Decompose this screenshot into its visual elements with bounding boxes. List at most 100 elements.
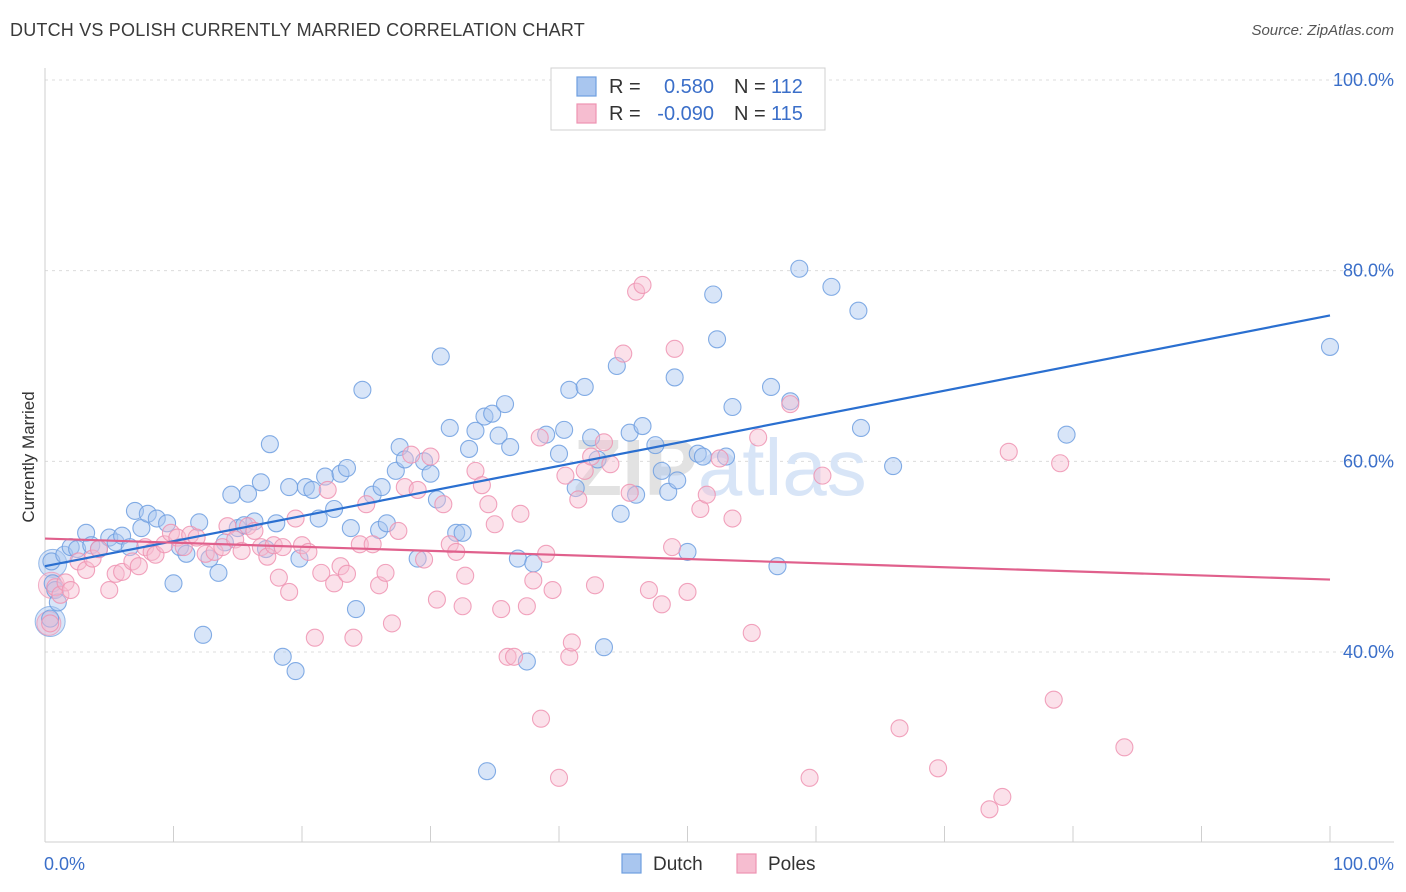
axes — [44, 68, 1394, 843]
data-point-dutch — [495, 395, 515, 414]
data-point-poles — [129, 557, 148, 576]
data-point-dutch — [280, 478, 299, 497]
data-point-poles — [585, 576, 605, 595]
data-point-dutch — [884, 457, 903, 476]
data-point-dutch — [1057, 425, 1076, 444]
data-point-poles — [800, 768, 819, 787]
data-point-poles — [742, 623, 761, 642]
trend-lines — [44, 314, 1331, 581]
data-point-poles — [562, 633, 581, 652]
data-point-poles — [929, 759, 948, 778]
data-point-poles — [582, 447, 601, 466]
y-tick-label: 60.0% — [1343, 451, 1394, 471]
bottom-legend-label-poles: Poles — [768, 854, 816, 875]
data-points — [34, 259, 1340, 819]
y-axis-title: Currently Married — [19, 391, 38, 522]
legend-swatch-poles — [576, 103, 597, 124]
data-point-dutch — [138, 504, 157, 523]
source-label: Source: ZipAtlas.com — [1251, 22, 1394, 39]
data-point-dutch — [716, 447, 736, 466]
data-point-dutch — [723, 397, 742, 417]
data-point-poles — [337, 564, 357, 583]
data-point-poles — [569, 490, 588, 509]
data-point-poles — [421, 447, 440, 466]
data-point-dutch — [447, 523, 466, 542]
legend-n-value-dutch: 112 — [771, 76, 803, 98]
data-point-dutch — [693, 447, 712, 466]
data-point-dutch — [688, 444, 707, 463]
bottom-legend-swatch-dutch — [621, 853, 642, 874]
data-point-poles — [749, 428, 768, 447]
data-point-poles — [549, 768, 569, 787]
data-point-poles — [269, 568, 288, 587]
data-point-dutch — [466, 421, 485, 440]
data-point-dutch — [372, 478, 391, 497]
data-point-poles — [601, 455, 620, 474]
data-point-dutch — [1320, 337, 1340, 356]
data-point-poles — [427, 590, 446, 609]
data-point-poles — [434, 495, 453, 514]
data-point-poles — [980, 800, 999, 819]
data-point-poles — [479, 495, 498, 514]
data-point-poles — [325, 574, 344, 593]
data-point-poles — [813, 466, 832, 485]
x-tick-label-right: 100.0% — [1333, 854, 1394, 874]
y-tick-labels: 40.0% 60.0% 80.0% 100.0% — [1333, 70, 1394, 662]
data-point-dutch — [341, 519, 360, 538]
data-point-poles — [890, 719, 909, 738]
data-point-poles — [305, 628, 324, 647]
data-point-dutch — [549, 444, 569, 463]
data-point-dutch — [164, 574, 183, 593]
data-point-dutch — [238, 484, 258, 503]
data-point-poles — [456, 566, 475, 585]
y-tick-label: 40.0% — [1343, 642, 1394, 662]
data-point-dutch — [761, 377, 781, 397]
data-point-dutch — [41, 609, 60, 628]
data-point-poles — [663, 538, 682, 557]
data-point-poles — [280, 582, 299, 601]
data-point-poles — [560, 647, 579, 666]
data-point-poles — [993, 787, 1012, 806]
legend-r-label: R = — [609, 76, 641, 98]
data-point-poles — [1051, 454, 1070, 473]
data-point-poles — [498, 647, 517, 666]
data-point-poles — [292, 536, 312, 555]
data-point-dutch — [421, 464, 440, 483]
legend-r-value-dutch: 0.580 — [664, 76, 714, 98]
data-point-dutch — [346, 600, 366, 619]
trend-line-dutch — [44, 314, 1331, 568]
data-point-dutch — [260, 435, 279, 454]
data-point-poles — [312, 563, 331, 582]
data-point-dutch — [489, 426, 508, 445]
data-point-poles — [258, 547, 277, 566]
bottom-legend: Dutch Poles — [621, 853, 816, 875]
bottom-legend-label-dutch: Dutch — [653, 854, 703, 875]
y-tick-label: 100.0% — [1333, 70, 1394, 90]
data-point-poles — [41, 614, 60, 633]
data-point-dutch — [222, 485, 241, 504]
bottom-legend-swatch-poles — [736, 853, 757, 874]
data-point-dutch — [594, 638, 614, 657]
data-point-dutch — [286, 662, 305, 681]
data-point-dutch — [627, 485, 646, 504]
data-point-poles — [517, 597, 536, 616]
data-point-dutch — [106, 533, 125, 552]
trend-line-poles — [44, 537, 1331, 581]
data-point-dutch — [849, 301, 868, 320]
data-point-dutch — [147, 509, 166, 528]
legend-n-label: N = — [734, 103, 766, 125]
data-point-poles — [697, 485, 716, 504]
data-point-poles — [440, 535, 459, 554]
data-point-dutch — [665, 368, 684, 387]
data-point-dutch — [194, 625, 213, 644]
data-point-poles — [1115, 738, 1134, 757]
data-point-poles — [530, 428, 549, 447]
data-point-poles — [781, 395, 800, 414]
data-point-poles — [594, 433, 614, 452]
data-point-dutch — [708, 330, 727, 349]
data-point-dutch — [431, 347, 450, 366]
data-point-dutch — [477, 762, 497, 781]
data-point-poles — [382, 614, 402, 633]
data-point-poles — [196, 544, 215, 563]
data-point-poles — [1044, 690, 1063, 709]
